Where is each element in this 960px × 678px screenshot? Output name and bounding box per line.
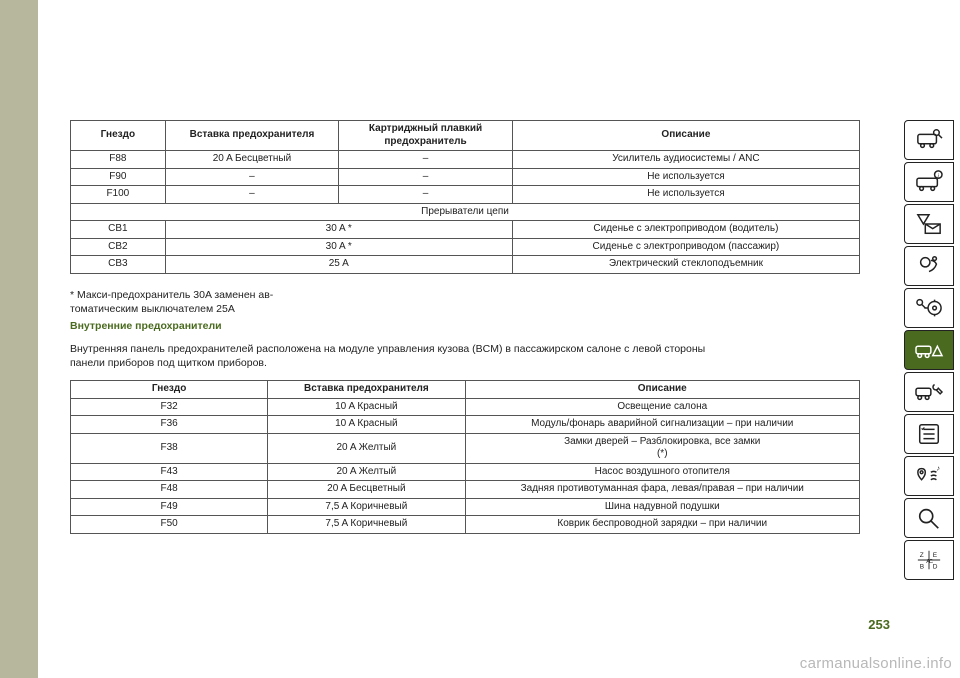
cell: F36 — [71, 416, 268, 434]
airbag-icon[interactable] — [904, 246, 954, 286]
cell: F90 — [71, 168, 166, 186]
cell: 20 A Желтый — [268, 433, 465, 463]
cell: 25 A — [165, 256, 512, 274]
table-row: Гнездо Вставка предохранителя Картриджны… — [71, 121, 860, 151]
cell: F43 — [71, 463, 268, 481]
table-row: F88 20 A Бесцветный – Усилитель аудиосис… — [71, 151, 860, 169]
col-header: Вставка предохранителя — [165, 121, 339, 151]
col-header: Вставка предохранителя — [268, 381, 465, 399]
svg-text:♪: ♪ — [936, 463, 940, 472]
cell: – — [165, 186, 339, 204]
left-stripe — [0, 0, 38, 678]
magnifier-icon[interactable] — [904, 498, 954, 538]
cell: – — [339, 186, 513, 204]
breaker-header: Прерыватели цепи — [71, 203, 860, 221]
cell: – — [339, 168, 513, 186]
car-info-icon[interactable]: i — [904, 162, 954, 202]
car-triangle-icon[interactable] — [904, 330, 954, 370]
svg-text:Z: Z — [920, 552, 924, 559]
svg-text:C: C — [929, 559, 933, 565]
table-row: F90 – – Не используется — [71, 168, 860, 186]
table-row: F50 7,5 A Коричневый Коврик беспроводной… — [71, 516, 860, 534]
table-row: F100 – – Не используется — [71, 186, 860, 204]
col-header: Описание — [512, 121, 859, 151]
table-row: CB2 30 A * Сиденье с электроприводом (па… — [71, 238, 860, 256]
table-row: F32 10 A Красный Освещение салона — [71, 398, 860, 416]
svg-text:D: D — [933, 563, 938, 570]
cell: 10 A Красный — [268, 416, 465, 434]
cell: 7,5 A Коричневый — [268, 498, 465, 516]
cell: CB3 — [71, 256, 166, 274]
col-header: Гнездо — [71, 121, 166, 151]
cell: 20 A Бесцветный — [165, 151, 339, 169]
cell: 30 A * — [165, 238, 512, 256]
cell: 7,5 A Коричневый — [268, 516, 465, 534]
cell: F100 — [71, 186, 166, 204]
media-location-icon[interactable]: ♪ — [904, 456, 954, 496]
car-wrench-icon[interactable] — [904, 372, 954, 412]
warning-mail-icon[interactable] — [904, 204, 954, 244]
footnote: * Макси-предохранитель 30A заменен ав- т… — [70, 288, 860, 316]
svg-text:B: B — [920, 563, 924, 570]
cell: Модуль/фонарь аварийной сигнализации – п… — [465, 416, 860, 434]
cell: F49 — [71, 498, 268, 516]
key-steering-icon[interactable] — [904, 288, 954, 328]
cell: 30 A * — [165, 221, 512, 239]
table-row: F36 10 A Красный Модуль/фонарь аварийной… — [71, 416, 860, 434]
cell: 20 A Желтый — [268, 463, 465, 481]
section-paragraph: Внутренняя панель предохранителей распол… — [70, 342, 860, 370]
table-row: F49 7,5 A Коричневый Шина надувной подуш… — [71, 498, 860, 516]
cell: CB2 — [71, 238, 166, 256]
cell: Не используется — [512, 168, 859, 186]
cell: Задняя противотуманная фара, левая/права… — [465, 481, 860, 499]
table-row: F38 20 A Желтый Замки дверей – Разблокир… — [71, 433, 860, 463]
table-row: Гнездо Вставка предохранителя Описание — [71, 381, 860, 399]
watermark: carmanualsonline.info — [800, 655, 952, 672]
section-heading: Внутренние предохранители — [70, 320, 860, 332]
cell: F88 — [71, 151, 166, 169]
col-header: Картриджный плавкий предохранитель — [339, 121, 513, 151]
cell: Замки дверей – Разблокировка, все замки … — [465, 433, 860, 463]
cell: 10 A Красный — [268, 398, 465, 416]
cell: Сиденье с электроприводом (водитель) — [512, 221, 859, 239]
cell: – — [339, 151, 513, 169]
table-row: F48 20 A Бесцветный Задняя противотуманн… — [71, 481, 860, 499]
cell: 20 A Бесцветный — [268, 481, 465, 499]
cell: F50 — [71, 516, 268, 534]
cell: Усилитель аудиосистемы / ANC — [512, 151, 859, 169]
col-header: Гнездо — [71, 381, 268, 399]
cell: Не используется — [512, 186, 859, 204]
table-row: CB1 30 A * Сиденье с электроприводом (во… — [71, 221, 860, 239]
cell: Освещение салона — [465, 398, 860, 416]
svg-text:E: E — [933, 552, 938, 559]
col-header: Описание — [465, 381, 860, 399]
page-number: 253 — [868, 617, 890, 632]
main-content: Гнездо Вставка предохранителя Картриджны… — [70, 120, 860, 534]
cell: F32 — [71, 398, 268, 416]
cell: Сиденье с электроприводом (пассажир) — [512, 238, 859, 256]
fuse-table-2: Гнездо Вставка предохранителя Описание F… — [70, 380, 860, 534]
car-front-search-icon[interactable] — [904, 120, 954, 160]
cell: CB1 — [71, 221, 166, 239]
index-abcd-icon[interactable]: Z E B D A C — [904, 540, 954, 580]
cell: Коврик беспроводной зарядки – при наличи… — [465, 516, 860, 534]
cell: Электрический стеклоподъемник — [512, 256, 859, 274]
table-row: F43 20 A Желтый Насос воздушного отопите… — [71, 463, 860, 481]
table-subheader-row: Прерыватели цепи — [71, 203, 860, 221]
cell: Шина надувной подушки — [465, 498, 860, 516]
cell: F48 — [71, 481, 268, 499]
checklist-icon[interactable] — [904, 414, 954, 454]
cell: Насос воздушного отопителя — [465, 463, 860, 481]
table-row: CB3 25 A Электрический стеклоподъемник — [71, 256, 860, 274]
cell: F38 — [71, 433, 268, 463]
icon-rail: i — [904, 120, 954, 580]
page: Гнездо Вставка предохранителя Картриджны… — [0, 0, 960, 678]
fuse-table-1: Гнездо Вставка предохранителя Картриджны… — [70, 120, 860, 274]
cell: – — [165, 168, 339, 186]
